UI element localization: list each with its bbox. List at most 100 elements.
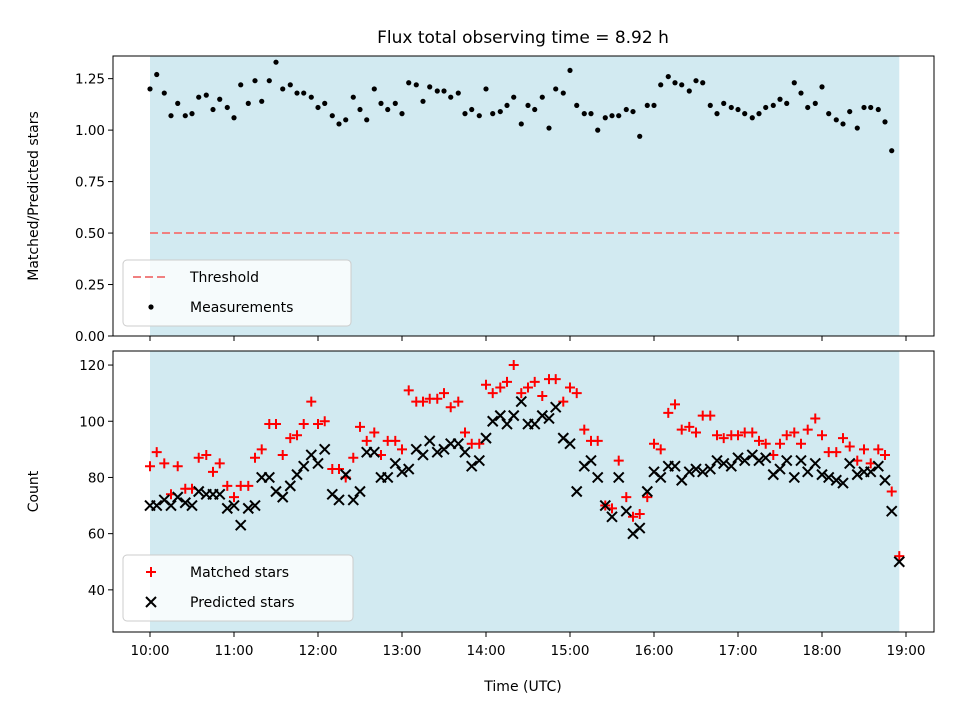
data-point [445, 402, 456, 413]
data-point [392, 100, 398, 106]
data-point [665, 73, 671, 80]
data-point [235, 519, 247, 531]
data-point [704, 463, 716, 475]
data-point [313, 419, 323, 430]
data-point [592, 435, 603, 446]
data-point [679, 82, 685, 88]
data-point [378, 100, 384, 106]
data-point [571, 485, 583, 498]
data-point [271, 419, 281, 430]
data-point [644, 102, 650, 109]
data-point [508, 360, 519, 371]
data-point [277, 449, 288, 460]
data-point [873, 444, 884, 455]
data-point [214, 458, 225, 469]
data-point [796, 438, 806, 449]
series-measurements [147, 59, 895, 154]
data-point [518, 121, 524, 127]
data-point [585, 454, 597, 467]
data-point [406, 80, 412, 86]
legend-label: Matched stars [190, 565, 289, 581]
data-point [294, 90, 300, 96]
data-point [714, 111, 720, 117]
data-point [817, 430, 827, 441]
data-point [221, 502, 233, 515]
data-point [567, 67, 573, 74]
data-point [595, 127, 601, 133]
data-point [655, 444, 666, 455]
data-point [536, 409, 548, 422]
data-point [859, 444, 869, 455]
data-point [781, 454, 793, 467]
data-point [833, 117, 839, 123]
data-point [697, 466, 709, 478]
data-point [515, 395, 527, 408]
data-point [319, 443, 331, 456]
data-point [844, 457, 856, 470]
legend: Matched stars Predicted stars [122, 554, 354, 622]
data-point [602, 115, 608, 121]
data-point [277, 491, 289, 503]
data-point [879, 474, 891, 486]
data-point [630, 108, 636, 115]
legend-label: Measurements [190, 300, 293, 316]
x-tick-label: 16:00 [635, 643, 674, 659]
data-point [369, 427, 380, 438]
data-point [508, 409, 520, 422]
data-point [172, 461, 183, 472]
legend-box [122, 554, 354, 622]
axes-frame [112, 55, 935, 337]
data-point [214, 488, 226, 501]
data-point [334, 464, 344, 475]
y-tick-label: 1.00 [75, 123, 105, 139]
data-point [298, 419, 309, 430]
y-tick-label: 100 [79, 414, 105, 430]
data-point [781, 430, 792, 441]
data-point [453, 396, 464, 407]
data-point [537, 390, 548, 401]
data-point [441, 88, 447, 94]
legend: Threshold Measurements [122, 259, 352, 327]
data-point [476, 113, 482, 119]
data-point [565, 382, 575, 393]
legend-box [122, 259, 352, 327]
data-point [670, 399, 680, 410]
data-point [735, 106, 741, 113]
data-point [621, 492, 632, 503]
data-point [816, 468, 828, 481]
data-point [837, 477, 849, 489]
data-point [487, 415, 499, 427]
data-point [504, 102, 510, 109]
data-point [312, 457, 324, 470]
data-point [819, 84, 825, 90]
data-point [774, 463, 786, 475]
x-tick-label: 17:00 [719, 643, 758, 659]
data-point [319, 416, 330, 427]
data-point [733, 430, 743, 441]
data-point [784, 100, 790, 106]
data-point [396, 466, 408, 478]
data-point [494, 409, 506, 422]
data-point [676, 424, 687, 435]
data-point [574, 102, 580, 109]
data-point [523, 382, 533, 393]
data-point [721, 100, 727, 106]
data-point [147, 86, 153, 92]
data-point [301, 90, 307, 96]
data-point [403, 385, 414, 396]
data-point [469, 106, 475, 113]
data-point [343, 117, 349, 123]
data-point [823, 471, 835, 484]
data-point [208, 466, 218, 477]
data-point [280, 86, 286, 92]
series-matched-stars [145, 360, 905, 562]
data-point [266, 78, 272, 84]
data-point [805, 104, 811, 111]
data-point [201, 449, 212, 460]
y-tick-label: 80 [88, 470, 105, 486]
data-point [634, 522, 646, 534]
data-point [385, 106, 391, 113]
x-tick-label: 18:00 [803, 643, 842, 659]
y-tick-label: 120 [79, 358, 105, 374]
data-point [151, 447, 162, 458]
